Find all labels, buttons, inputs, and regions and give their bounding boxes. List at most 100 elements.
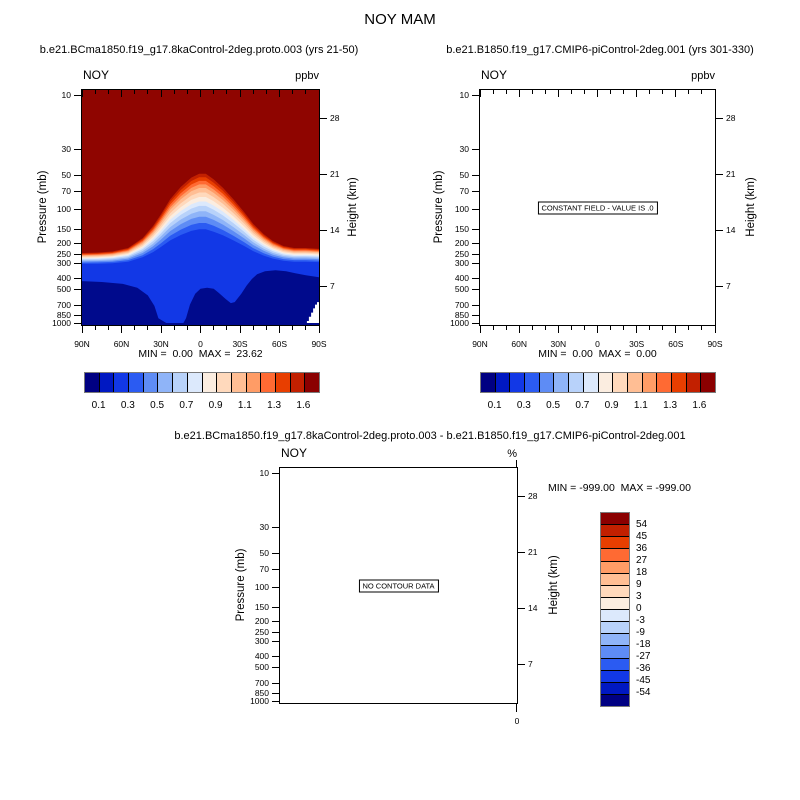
height-tick-label: 14 <box>330 225 340 235</box>
lat-minor-tick <box>173 90 175 94</box>
lat-minor-tick <box>134 90 136 94</box>
colorbar-cell <box>275 373 291 392</box>
lat-minor-tick <box>265 326 267 330</box>
pressure-tick <box>74 191 81 193</box>
lat-minor-tick <box>505 90 507 94</box>
lat-minor-tick <box>623 90 625 94</box>
lat-major-tick <box>636 90 638 97</box>
lat-minor-tick <box>583 326 585 330</box>
lat-minor-tick <box>649 90 651 94</box>
pressure-tick-label: 10 <box>259 468 269 478</box>
contour-band <box>306 302 319 323</box>
units-label: ppbv <box>691 70 715 82</box>
height-tick-label: 14 <box>726 225 736 235</box>
colorbar-cell <box>671 373 687 392</box>
field-label: NOY <box>481 68 508 82</box>
panel-right-plot: NOY ppbv CONSTANT FIELD - VALUE IS .0 MI… <box>450 69 735 361</box>
pressure-tick-label: 100 <box>254 582 269 592</box>
lat-major-tick <box>636 326 638 333</box>
x-axis-tick <box>516 460 517 468</box>
lat-tick-label: 60N <box>511 339 527 349</box>
pressure-tick <box>74 229 81 231</box>
height-tick-label: 21 <box>330 169 340 179</box>
colorbar-tick-label: -18 <box>636 639 651 651</box>
pressure-tick-label: 150 <box>254 602 269 613</box>
lat-minor-tick <box>265 90 267 94</box>
colorbar-cell <box>173 373 188 392</box>
pressure-tick <box>74 314 81 316</box>
colorbar-cell <box>554 373 570 392</box>
units-label: % <box>507 448 517 460</box>
pressure-tick-label: 700 <box>56 300 71 311</box>
pressure-tick <box>74 254 81 256</box>
colorbar-tick-label: 0.7 <box>575 400 590 411</box>
lat-minor-tick <box>649 326 651 330</box>
lat-major-tick <box>479 90 481 97</box>
colorbar-cell <box>598 373 614 392</box>
pressure-tick-label: 500 <box>254 661 269 672</box>
colorbar-tick-label: 54 <box>636 518 648 530</box>
pressure-tick <box>74 174 81 176</box>
pressure-tick <box>472 277 479 279</box>
colorbar-cell <box>202 373 218 392</box>
lat-minor-tick <box>505 326 507 330</box>
pressure-tick <box>272 552 279 554</box>
colorbar-cell <box>99 373 115 392</box>
lat-major-tick <box>518 90 520 97</box>
colorbar-cell <box>143 373 159 392</box>
pressure-tick-label: 850 <box>56 309 71 320</box>
lat-minor-tick <box>544 90 546 94</box>
colorbar-cell <box>481 373 496 392</box>
pressure-tick-label: 500 <box>56 283 71 294</box>
colorbar-cell <box>601 537 629 550</box>
colorbar-cell <box>601 561 629 574</box>
pressure-axis-title: Pressure (mb) <box>235 548 247 622</box>
colorbar-tick-label: 0.5 <box>150 400 165 411</box>
colorbar-cell <box>114 373 130 392</box>
pressure-tick <box>272 587 279 588</box>
colorbar-cell <box>217 373 232 392</box>
lat-major-tick <box>597 326 598 333</box>
min-max-stats: MIN = 0.00 MAX = 0.00 <box>538 348 657 360</box>
lat-tick-label: 30N <box>550 339 567 349</box>
colorbar-cell <box>701 373 715 392</box>
pressure-tick-label: 200 <box>454 238 469 249</box>
lat-minor-tick <box>610 90 612 94</box>
lat-minor-tick <box>226 90 228 94</box>
colorbar-cell <box>601 682 629 695</box>
lat-major-tick <box>479 326 481 333</box>
lat-minor-tick <box>292 326 294 330</box>
pressure-tick-label: 1000 <box>52 318 71 328</box>
lat-tick-label: 60S <box>271 339 288 349</box>
colorbar-tick-label: 27 <box>636 554 648 566</box>
pressure-tick <box>272 607 279 609</box>
pressure-tick <box>472 191 479 193</box>
pressure-tick-label: 50 <box>459 169 469 180</box>
height-tick <box>320 230 327 231</box>
height-tick-label: 7 <box>330 281 335 291</box>
lat-tick-label: 90S <box>707 339 723 349</box>
colorbar-tick-label: 1.1 <box>237 400 252 411</box>
height-tick-label: 28 <box>330 113 340 123</box>
colorbar-tick-label: 0.3 <box>120 400 135 411</box>
pressure-tick-label: 70 <box>61 186 71 197</box>
height-axis-title: Height (km) <box>548 555 560 615</box>
pressure-tick-label: 400 <box>454 272 469 283</box>
colorbar-cell <box>495 373 511 392</box>
pressure-tick-label: 70 <box>459 186 469 197</box>
x-axis-tick <box>516 704 517 712</box>
colorbar-tick-label: 1.6 <box>692 400 707 411</box>
lat-minor-tick <box>94 90 96 94</box>
height-tick-label: 7 <box>726 281 731 291</box>
lat-major-tick <box>518 326 520 333</box>
lat-minor-tick <box>107 90 109 94</box>
colorbar-tick-label: 0 <box>636 603 642 614</box>
colorbar-cell <box>539 373 555 392</box>
colorbar-cell <box>601 634 629 647</box>
lat-minor-tick <box>688 90 690 94</box>
pressure-tick <box>472 95 479 96</box>
height-tick <box>518 608 525 609</box>
pressure-tick <box>272 666 279 668</box>
pressure-tick <box>272 621 279 623</box>
lat-minor-tick <box>292 90 294 94</box>
